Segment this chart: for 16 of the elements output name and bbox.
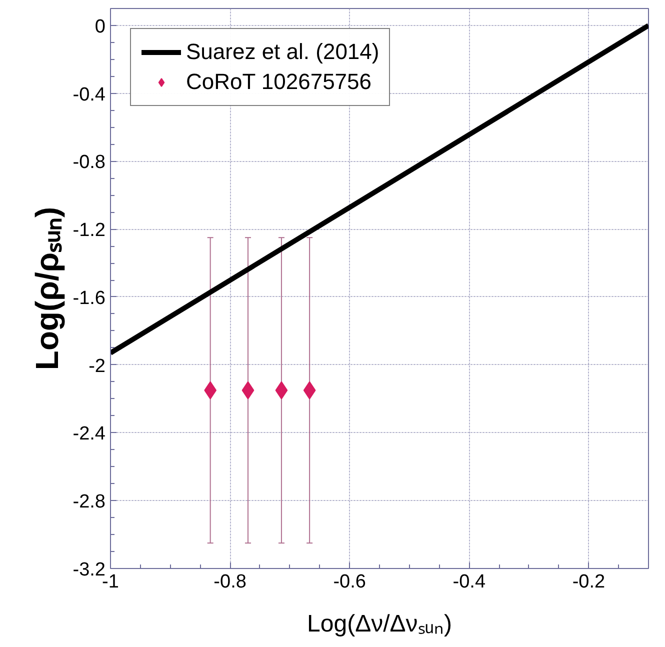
y-tick-label: -2.8	[72, 492, 106, 513]
x-tick-label: -0.8	[214, 572, 246, 592]
y-tick-label: -1.6	[72, 288, 106, 309]
x-tick-label: -0.4	[452, 572, 486, 592]
legend-label: CoRoT 102675756	[186, 69, 372, 95]
y-tick-label: -0.8	[72, 152, 106, 174]
y-tick-label: 0	[94, 16, 106, 38]
y-tick-label: -2	[88, 356, 106, 377]
y-tick-label: -1.2	[72, 220, 106, 242]
y-axis-title: Log(ρ/ρₛᵤₙ)	[28, 206, 65, 370]
x-tick-label: -0.6	[333, 572, 366, 592]
y-tick-label: -0.4	[72, 84, 106, 106]
x-tick-label: -0.2	[572, 572, 606, 592]
x-axis-title: Log(Δν/Δνₛᵤₙ)	[307, 610, 452, 638]
legend-label: Suarez et al. (2014)	[186, 39, 380, 65]
y-tick-label: -2.4	[72, 424, 106, 445]
